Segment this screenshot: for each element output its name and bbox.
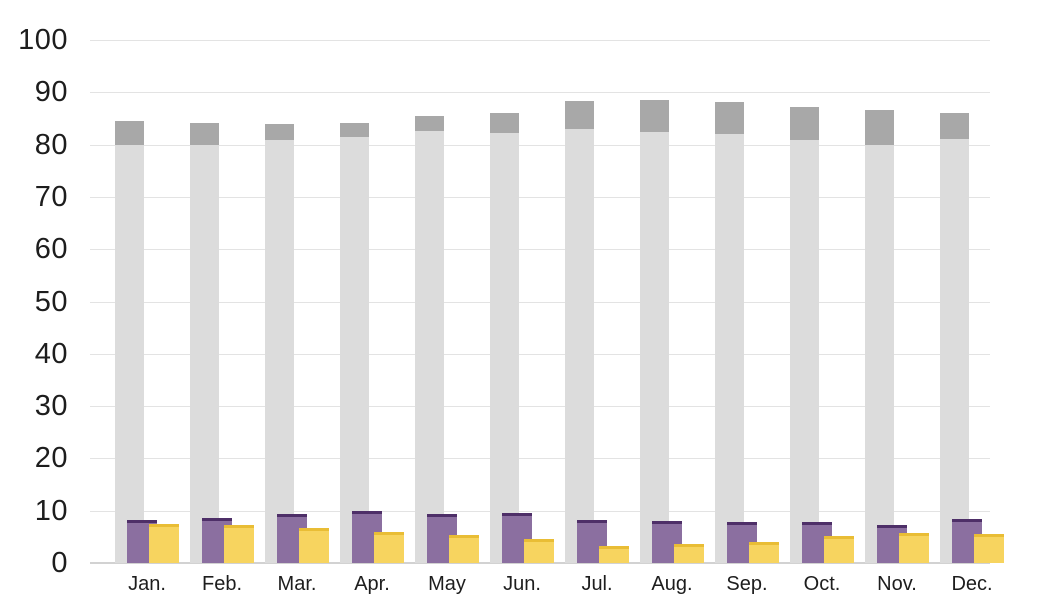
bar-yellow-top-edge bbox=[899, 532, 929, 536]
y-tick-label: 30 bbox=[34, 390, 68, 423]
bar-gray-total bbox=[790, 106, 819, 563]
y-gridline bbox=[90, 406, 990, 408]
bar-yellow-top-edge bbox=[599, 545, 629, 549]
x-category-label: Mar. bbox=[277, 573, 317, 595]
bar-gray-cap bbox=[265, 123, 294, 140]
bar-purple-top-edge bbox=[127, 520, 157, 524]
bar-yellow-top-edge bbox=[224, 525, 254, 529]
bar-yellow-top-edge bbox=[374, 531, 404, 535]
x-category-label: Feb. bbox=[201, 573, 243, 595]
bar-yellow-top-edge bbox=[749, 541, 779, 545]
bar-purple-top-edge bbox=[427, 514, 457, 518]
y-gridline bbox=[90, 144, 990, 146]
bar-yellow bbox=[299, 528, 329, 563]
x-category-label: Nov. bbox=[877, 573, 917, 595]
x-category-label: Jan. bbox=[128, 573, 166, 595]
y-tick-label: 90 bbox=[34, 76, 68, 109]
bar-yellow-top-edge bbox=[449, 534, 479, 538]
bar-purple-top-edge bbox=[952, 518, 982, 522]
bar-gray-total bbox=[940, 113, 969, 563]
y-gridline bbox=[90, 510, 990, 512]
bar-yellow bbox=[824, 536, 854, 563]
bar-gray-total bbox=[640, 100, 669, 563]
bar-gray-total bbox=[265, 123, 294, 563]
bar-gray-cap bbox=[190, 123, 219, 145]
bar-gray-total bbox=[865, 109, 894, 563]
y-tick-label: 60 bbox=[34, 233, 68, 266]
bar-purple-top-edge bbox=[802, 521, 832, 525]
y-gridline bbox=[90, 40, 990, 41]
bar-gray-total bbox=[715, 101, 744, 563]
bar-yellow bbox=[524, 538, 554, 563]
bar-gray-cap bbox=[790, 106, 819, 140]
bar-gray-total bbox=[565, 101, 594, 563]
bar-yellow-top-edge bbox=[149, 524, 179, 528]
bar-yellow bbox=[599, 545, 629, 563]
y-tick-label: 40 bbox=[34, 337, 68, 370]
bar-purple-top-edge bbox=[727, 522, 757, 526]
bar-purple-top-edge bbox=[202, 518, 232, 522]
bar-gray-total bbox=[115, 121, 144, 563]
x-category-label: Apr. bbox=[354, 573, 390, 595]
bar-gray-cap bbox=[715, 101, 744, 134]
bar-gray-total bbox=[415, 115, 444, 563]
bar-gray-total bbox=[190, 123, 219, 563]
bar-yellow-top-edge bbox=[674, 544, 704, 548]
bar-yellow bbox=[974, 534, 1004, 563]
x-category-label: Dec. bbox=[951, 573, 993, 595]
bar-purple-top-edge bbox=[352, 511, 382, 515]
bar-yellow bbox=[674, 544, 704, 563]
y-gridline bbox=[90, 92, 990, 94]
bar-gray-total bbox=[340, 122, 369, 563]
x-category-label: Jun. bbox=[503, 573, 541, 595]
bar-purple-top-edge bbox=[502, 513, 532, 517]
y-tick-label: 10 bbox=[34, 494, 68, 527]
bar-purple-top-edge bbox=[577, 520, 607, 524]
bar-purple-top-edge bbox=[877, 524, 907, 528]
bar-gray-cap bbox=[340, 122, 369, 138]
x-category-label: Aug. bbox=[651, 573, 693, 595]
bar-yellow bbox=[749, 541, 779, 563]
bar-gray-cap bbox=[640, 100, 669, 133]
bar-gray-cap bbox=[415, 115, 444, 131]
bar-gray-cap bbox=[490, 113, 519, 134]
y-tick-label: 80 bbox=[34, 128, 68, 161]
x-category-label: May bbox=[428, 573, 466, 595]
y-tick-label: 0 bbox=[51, 547, 68, 579]
bar-purple-top-edge bbox=[652, 520, 682, 524]
bar-gray-total bbox=[490, 113, 519, 563]
y-tick-label: 50 bbox=[34, 285, 68, 318]
y-gridline bbox=[90, 301, 990, 303]
y-tick-label: 70 bbox=[34, 180, 68, 213]
bar-yellow-top-edge bbox=[974, 534, 1004, 538]
y-gridline bbox=[90, 458, 990, 460]
y-tick-label: 100 bbox=[18, 24, 68, 56]
y-gridline bbox=[90, 196, 990, 198]
bar-gray-cap bbox=[115, 121, 144, 146]
bar-yellow bbox=[449, 534, 479, 563]
bar-yellow bbox=[899, 532, 929, 563]
bar-gray-cap bbox=[565, 101, 594, 129]
y-tick-label: 20 bbox=[34, 442, 68, 475]
bar-yellow bbox=[374, 531, 404, 563]
bar-yellow-top-edge bbox=[299, 528, 329, 532]
bar-yellow bbox=[224, 525, 254, 563]
y-gridline bbox=[90, 249, 990, 251]
bar-yellow-top-edge bbox=[824, 536, 854, 540]
x-axis-baseline bbox=[90, 562, 990, 564]
bar-gray-cap bbox=[865, 109, 894, 145]
x-category-label: Oct. bbox=[803, 573, 841, 595]
y-gridline bbox=[90, 353, 990, 355]
bar-gray-cap bbox=[940, 113, 969, 140]
bar-purple-top-edge bbox=[277, 513, 307, 517]
x-category-label: Sep. bbox=[726, 573, 768, 595]
bar-yellow bbox=[149, 524, 179, 563]
bar-yellow-top-edge bbox=[524, 538, 554, 542]
x-category-label: Jul. bbox=[581, 573, 613, 595]
